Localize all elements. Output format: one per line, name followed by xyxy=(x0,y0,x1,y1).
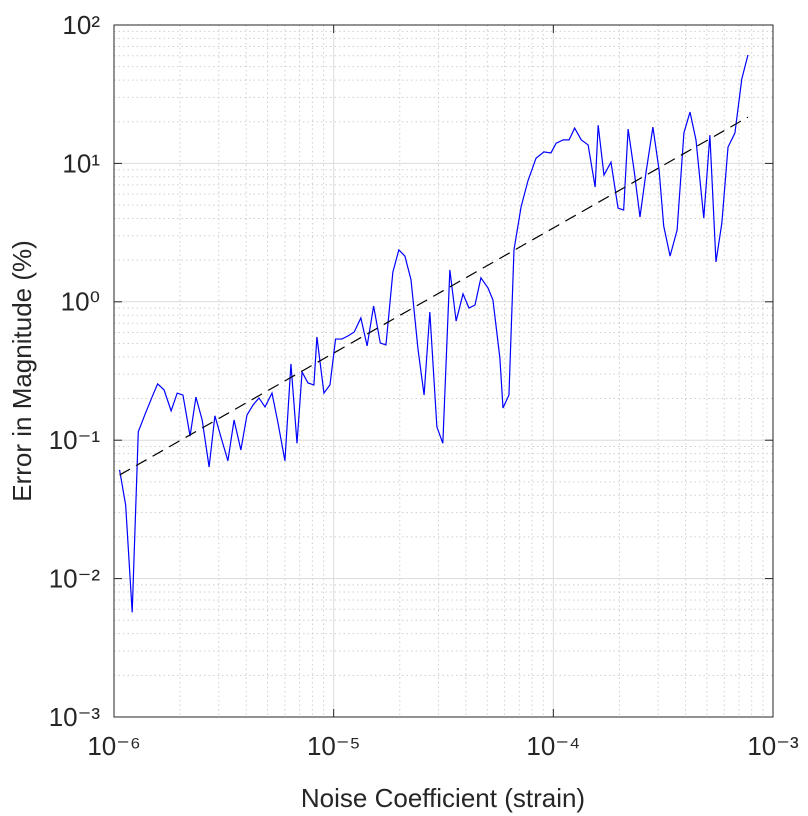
y-tick-label: 10⁻² xyxy=(49,563,101,593)
y-tick-label: 10⁰ xyxy=(61,287,100,317)
plot-frame xyxy=(113,24,774,718)
x-tick-label: 10⁻⁴ xyxy=(526,731,580,761)
series-line xyxy=(118,54,749,613)
x-tick-label: 10⁻³ xyxy=(747,731,799,761)
x-tick-label: 10⁻⁵ xyxy=(307,731,360,761)
series-line xyxy=(119,116,749,476)
x-axis-label: Noise Coefficient (strain) xyxy=(301,783,585,813)
y-tick-label: 10⁻¹ xyxy=(49,425,101,455)
y-tick-label: 10⁻³ xyxy=(49,702,101,732)
y-axis-label: Error in Magnitude (%) xyxy=(7,240,37,502)
y-tick-label: 10² xyxy=(62,10,100,40)
x-tick-label: 10⁻⁶ xyxy=(87,731,140,761)
y-tick-label: 10¹ xyxy=(62,148,100,178)
